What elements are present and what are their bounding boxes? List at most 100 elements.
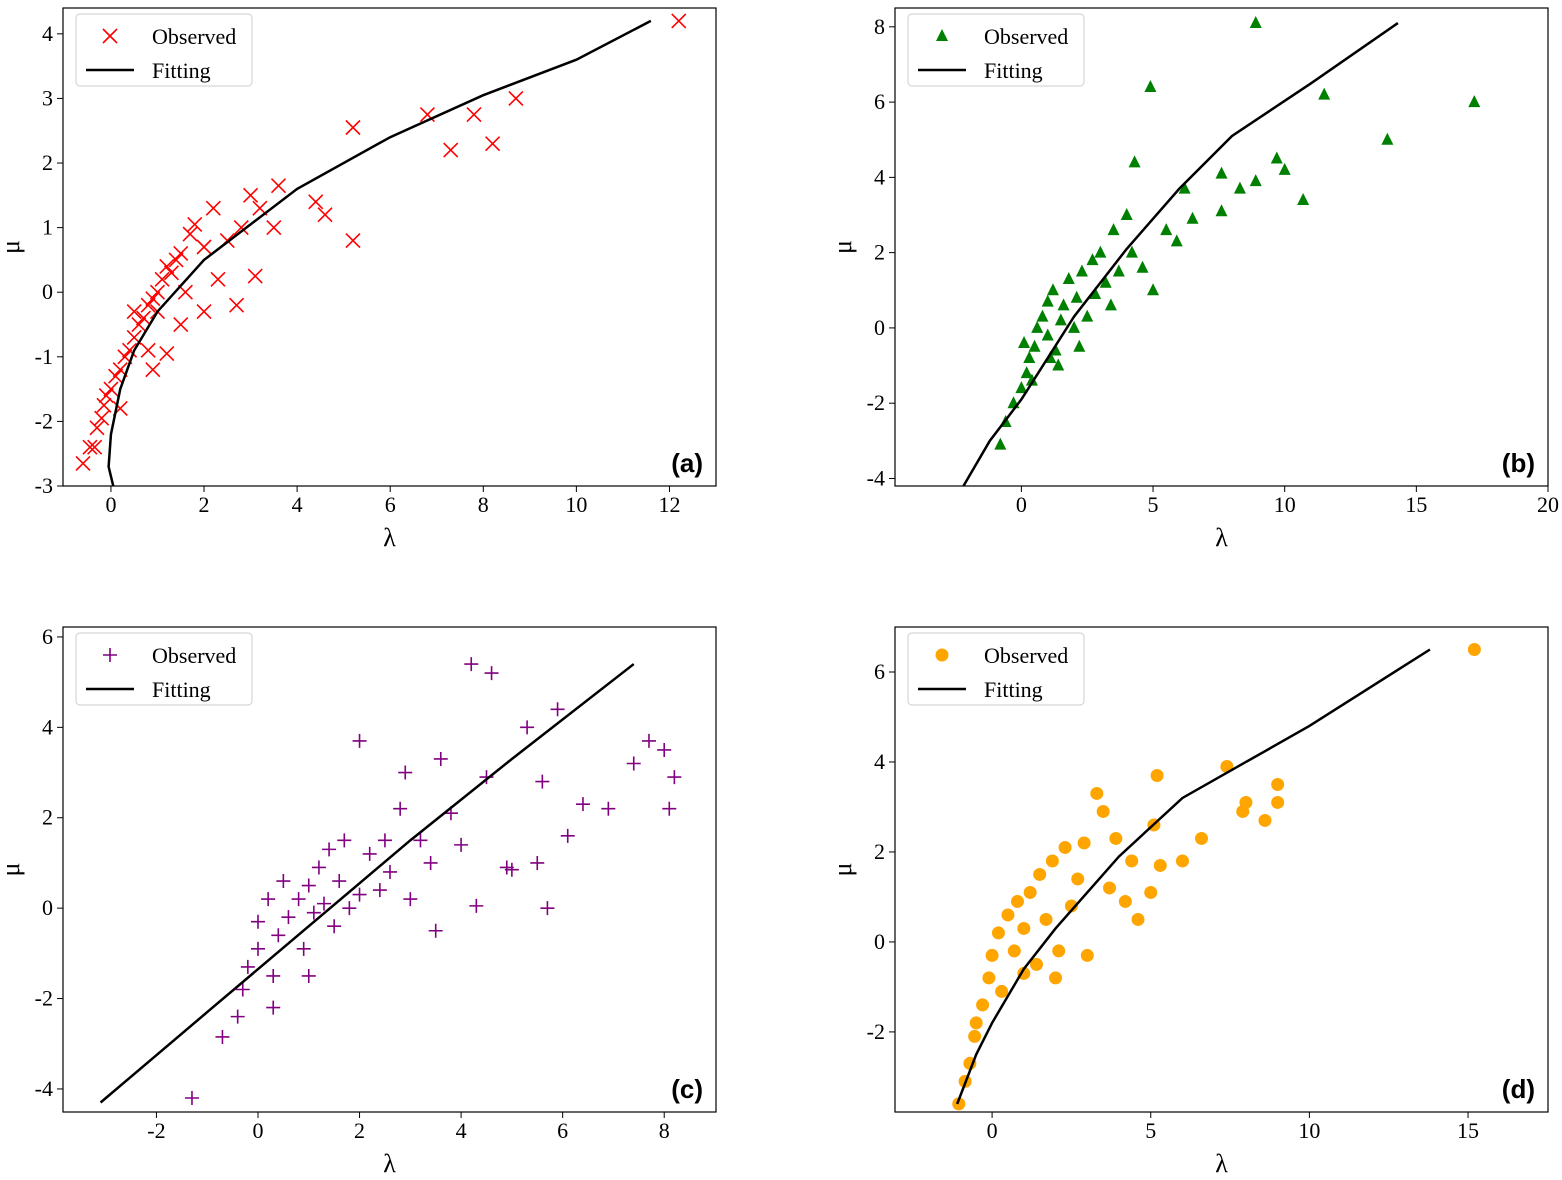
point: [1018, 335, 1031, 348]
point: [1239, 795, 1253, 809]
y-tick-label: 2: [42, 805, 53, 830]
x-axis-label: λ: [383, 1149, 396, 1178]
point: [1023, 885, 1037, 899]
x-tick-label: 5: [1148, 492, 1159, 517]
point: [308, 194, 324, 210]
point: [1381, 132, 1394, 145]
point: [662, 801, 677, 816]
point: [1112, 264, 1125, 277]
point: [145, 291, 161, 307]
point: [1160, 223, 1173, 236]
plot-area: [99, 657, 682, 1105]
point: [306, 905, 321, 920]
point: [1099, 275, 1112, 288]
point: [1144, 80, 1157, 93]
point: [126, 304, 142, 320]
legend-marker: [102, 28, 118, 44]
legend-label: Observed: [984, 24, 1068, 49]
point: [1023, 351, 1036, 364]
point: [508, 90, 524, 106]
point: [1020, 366, 1033, 379]
point: [173, 245, 189, 262]
point: [377, 833, 392, 848]
point: [352, 887, 367, 902]
point: [89, 420, 105, 436]
y-axis-label: μ: [828, 240, 857, 254]
point: [1249, 174, 1262, 187]
legend-box: [907, 632, 1085, 706]
y-tick-label: -2: [867, 1019, 885, 1044]
legend-marker: [935, 648, 949, 662]
point: [1049, 971, 1063, 985]
point: [266, 1000, 281, 1015]
point: [1249, 16, 1262, 29]
y-axis-label: μ: [0, 863, 25, 877]
y-tick-label: 2: [874, 240, 885, 265]
point: [75, 455, 91, 471]
x-tick-label: 8: [478, 492, 489, 517]
axes-frame: [894, 7, 1549, 487]
point: [301, 968, 316, 983]
point: [1215, 204, 1228, 217]
point: [1041, 328, 1054, 341]
axes-frame: [62, 626, 717, 1113]
point: [337, 833, 352, 848]
point: [550, 702, 565, 717]
point: [667, 770, 682, 785]
x-tick-label: 10: [1298, 1118, 1320, 1143]
point: [423, 855, 438, 870]
point: [94, 410, 110, 426]
point: [316, 896, 331, 911]
y-tick-label: 4: [874, 164, 885, 189]
point: [1118, 894, 1132, 908]
legend-box: [907, 13, 1085, 87]
point: [140, 297, 156, 313]
point: [1077, 836, 1091, 850]
y-tick-label: 6: [874, 659, 885, 684]
point: [560, 828, 575, 843]
point: [1057, 298, 1070, 311]
point: [1215, 166, 1228, 179]
point: [266, 220, 282, 236]
point: [1178, 181, 1191, 194]
point: [98, 388, 114, 404]
axes-frame: [62, 7, 717, 487]
legend-label: Fitting: [984, 677, 1043, 702]
point: [291, 892, 306, 907]
x-tick-label: 4: [456, 1118, 467, 1143]
point: [1102, 881, 1116, 895]
point: [1090, 786, 1104, 800]
point: [1128, 155, 1141, 168]
point: [372, 883, 387, 898]
legend-label: Observed: [984, 643, 1068, 668]
point: [969, 1016, 983, 1030]
point: [657, 742, 672, 757]
point: [149, 284, 166, 300]
point: [159, 258, 175, 274]
x-tick-label: 15: [1457, 1118, 1479, 1143]
point: [1318, 87, 1331, 100]
point: [626, 756, 641, 771]
point: [403, 892, 418, 907]
point: [196, 239, 212, 255]
point: [322, 842, 337, 857]
point: [327, 919, 342, 934]
point: [140, 342, 156, 358]
point: [82, 439, 98, 455]
point: [108, 368, 124, 384]
y-tick-label: 6: [874, 89, 885, 114]
x-tick-label: 6: [385, 492, 396, 517]
point: [530, 855, 545, 870]
point: [1052, 944, 1066, 958]
x-axis-label: λ: [383, 523, 396, 552]
point: [1131, 912, 1145, 926]
x-tick-label: 0: [252, 1118, 263, 1143]
point: [276, 874, 291, 889]
point: [187, 216, 203, 232]
point: [1175, 854, 1189, 868]
y-axis-label: μ: [828, 863, 857, 877]
point: [168, 252, 184, 268]
point: [1125, 854, 1139, 868]
